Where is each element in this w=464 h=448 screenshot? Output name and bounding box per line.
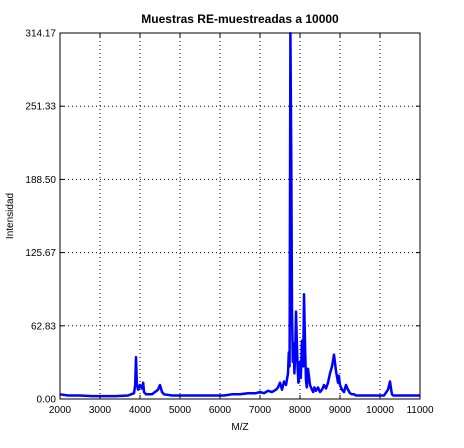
spectrum-series-line — [59, 31, 420, 398]
tick-layer: 2000 3000 4000 5000 6000 7000 8000 9000 10000 110… — [25, 29, 434, 417]
y-tick-label: 251.33 — [25, 102, 56, 113]
y-tick-label: 188.50 — [25, 175, 56, 186]
x-tick-label: 5000 — [169, 405, 192, 416]
x-axis-label: M/Z — [231, 422, 248, 433]
x-tick-label: 10000 — [366, 405, 394, 416]
y-axis-label: Intensidad — [5, 193, 16, 239]
x-tick-label: 2000 — [49, 405, 72, 416]
x-tick-label: 8000 — [289, 405, 312, 416]
x-tick-label: 11000 — [406, 405, 434, 416]
x-tick-label: 4000 — [129, 405, 152, 416]
grid — [60, 33, 420, 399]
y-tick-label: 62.83 — [31, 321, 56, 332]
x-tick-label: 6000 — [209, 405, 232, 416]
x-tick-label: 9000 — [329, 405, 352, 416]
chart-title: Muestras RE-muestreadas a 10000 — [141, 12, 339, 26]
series-layer — [59, 31, 420, 398]
y-tick-label: 0.00 — [37, 395, 57, 406]
plot-area-frame — [59, 32, 421, 400]
y-tick-label: 314.17 — [25, 29, 56, 40]
x-tick-label: 7000 — [249, 405, 272, 416]
x-tick-label: 3000 — [89, 405, 112, 416]
y-tick-label: 125.67 — [25, 248, 56, 259]
